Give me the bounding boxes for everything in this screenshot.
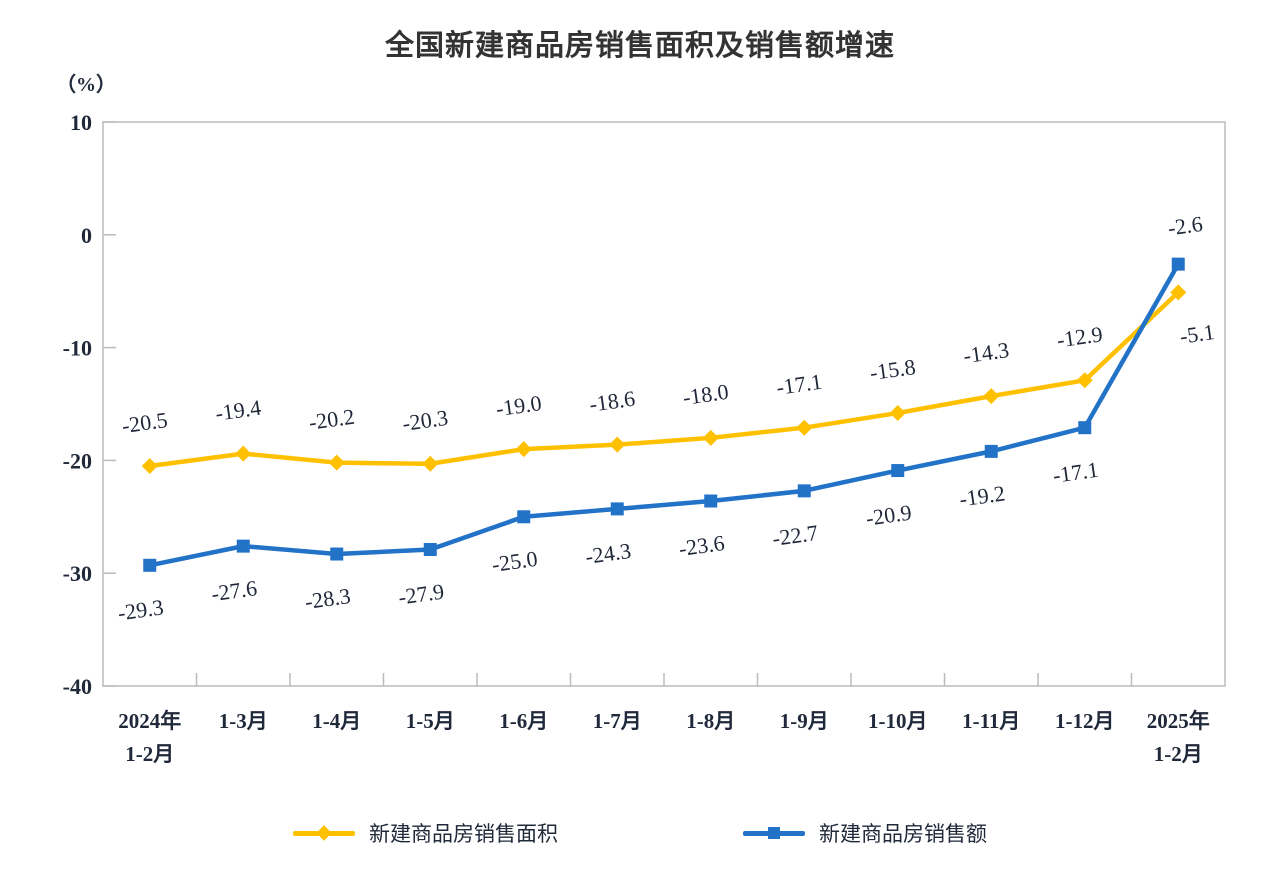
y-axis-label: -40 (63, 674, 92, 699)
x-axis-label: 1-9月 (780, 709, 829, 733)
data-point-square-marker (1171, 257, 1185, 271)
data-label: -18.6 (588, 386, 637, 417)
data-label: -27.9 (397, 579, 446, 610)
data-label: -15.8 (868, 354, 917, 385)
data-label: -24.3 (584, 538, 633, 569)
x-axis-label: 2024年 1-2月 (118, 709, 181, 766)
data-label: -27.6 (210, 575, 259, 606)
y-axis-label: -30 (63, 561, 92, 586)
legend-label: 新建商品房销售额 (819, 822, 987, 846)
data-label: -5.1 (1178, 319, 1216, 349)
data-label: -19.2 (958, 480, 1007, 511)
chart-legend: 新建商品房销售面积 新建商品房销售额 (0, 818, 1280, 848)
data-label: -19.4 (214, 395, 263, 426)
data-label: -23.6 (677, 530, 726, 561)
data-label: -22.7 (771, 520, 820, 551)
data-point-square-marker (984, 444, 998, 458)
data-label: -25.0 (490, 546, 539, 577)
y-axis-label: 0 (81, 223, 92, 248)
data-label: -20.3 (401, 405, 450, 436)
data-point-diamond-marker (515, 441, 532, 458)
data-point-square-marker (330, 547, 344, 561)
y-axis-label: -10 (63, 336, 92, 361)
data-point-square-marker (704, 494, 718, 508)
data-label: -17.1 (1051, 457, 1100, 488)
plot-border (102, 121, 1226, 687)
data-point-diamond-marker (328, 454, 345, 471)
legend-item: 新建商品房销售面积 (293, 818, 558, 848)
y-axis-label: -20 (63, 448, 92, 473)
x-axis-label: 1-10月 (868, 709, 928, 733)
data-point-diamond-marker (983, 388, 1000, 405)
x-axis-label: 1-6月 (499, 709, 548, 733)
data-label: -20.2 (307, 404, 356, 435)
data-point-diamond-marker (796, 419, 813, 436)
data-point-diamond-marker (1076, 372, 1093, 389)
data-point-square-marker (610, 502, 624, 516)
data-point-diamond-marker (141, 458, 158, 475)
data-point-diamond-marker (1170, 284, 1187, 301)
x-axis-label: 1-3月 (219, 709, 268, 733)
data-label: -12.9 (1055, 321, 1104, 352)
legend-line-diamond-icon (293, 825, 355, 841)
data-point-diamond-marker (889, 405, 906, 422)
x-axis-label: 1-8月 (686, 709, 735, 733)
data-label: -20.9 (864, 500, 913, 531)
series-line-diamond (147, 290, 1181, 469)
chart-title: 全国新建商品房销售面积及销售额增速 (384, 28, 895, 62)
legend-line-square-icon (743, 827, 805, 839)
data-label: -28.3 (303, 583, 352, 614)
data-point-diamond-marker (422, 455, 439, 472)
y-axis-label: 10 (70, 110, 92, 135)
data-point-square-marker (236, 539, 250, 553)
data-point-square-marker (517, 510, 531, 524)
data-point-square-marker (1078, 421, 1092, 435)
data-label: -17.1 (775, 369, 824, 400)
data-point-square-marker (891, 464, 905, 478)
data-point-square-marker (143, 558, 157, 572)
x-axis-label: 1-4月 (312, 709, 361, 733)
diamond-marker-icon (316, 825, 332, 841)
x-axis-label: 1-7月 (593, 709, 642, 733)
x-axis-label: 2025年 1-2月 (1147, 709, 1210, 766)
data-point-square-marker (423, 543, 437, 557)
data-label: -19.0 (494, 390, 543, 421)
series-line-square (147, 261, 1181, 568)
legend-item: 新建商品房销售额 (743, 818, 987, 848)
data-label: -18.0 (681, 379, 730, 410)
legend-label: 新建商品房销售面积 (369, 822, 558, 846)
data-label: -2.6 (1166, 211, 1204, 241)
data-point-diamond-marker (609, 436, 626, 453)
x-axis-label: 1-11月 (962, 709, 1020, 733)
data-label: -14.3 (962, 337, 1011, 368)
y-axis-unit-label: （%） (56, 74, 116, 96)
data-point-square-marker (797, 484, 811, 498)
data-label: -20.5 (120, 407, 169, 438)
square-marker-icon (768, 827, 780, 839)
data-label: -29.3 (116, 594, 165, 625)
data-point-diamond-marker (235, 445, 252, 462)
data-point-diamond-marker (702, 429, 719, 446)
x-axis-label: 1-5月 (406, 709, 455, 733)
x-axis-label: 1-12月 (1055, 709, 1115, 733)
